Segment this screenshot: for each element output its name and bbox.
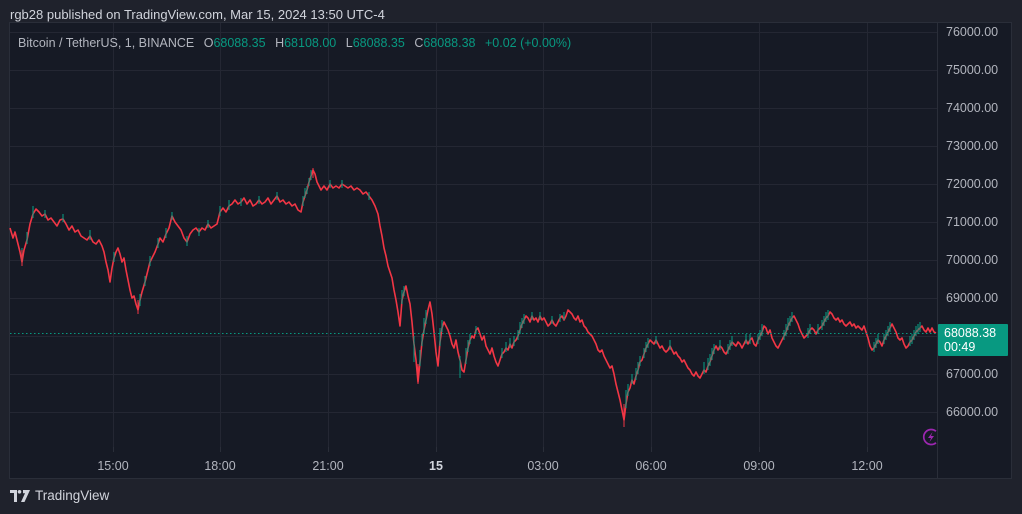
chart-pane[interactable]	[9, 22, 1012, 479]
price-tick: 67000.00	[946, 367, 999, 381]
time-tick: 09:00	[743, 459, 775, 473]
candles-down	[9, 169, 937, 421]
price-tick: 66000.00	[946, 405, 999, 419]
tradingview-logo[interactable]: TradingView	[10, 488, 109, 503]
symbol-legend: Bitcoin / TetherUS, 1, BINANCE O68088.35…	[18, 36, 571, 50]
last-price-tag: 68088.38 00:49	[938, 324, 1008, 356]
lightning-bolt-icon[interactable]	[921, 427, 941, 447]
price-tick: 69000.00	[946, 291, 999, 305]
high-label: H	[275, 36, 285, 50]
price-tick: 74000.00	[946, 101, 999, 115]
wick-extremes	[21, 168, 625, 427]
open-value: 68088.35	[213, 36, 266, 50]
vertical-grid	[113, 23, 868, 452]
bar-countdown: 00:49	[944, 340, 976, 354]
close-value: 68088.38	[423, 36, 476, 50]
price-tick: 75000.00	[946, 63, 999, 77]
symbol-name: Bitcoin / TetherUS, 1, BINANCE	[18, 36, 195, 50]
time-tick: 03:00	[527, 459, 559, 473]
close-label: C	[414, 36, 424, 50]
price-tick: 76000.00	[946, 25, 999, 39]
open-label: O	[203, 36, 214, 50]
time-tick: 06:00	[635, 459, 667, 473]
publish-info: rgb28 published on TradingView.com, Mar …	[10, 7, 385, 22]
time-tick: 15:00	[97, 459, 129, 473]
high-value: 68108.00	[284, 36, 337, 50]
price-tick: 73000.00	[946, 139, 999, 153]
horizontal-grid	[10, 32, 937, 413]
time-tick: 21:00	[312, 459, 344, 473]
price-tick: 71000.00	[946, 215, 999, 229]
candles-up	[21, 170, 921, 408]
change-value: +0.02 (+0.00%)	[484, 36, 572, 50]
low-label: L	[345, 36, 353, 50]
last-price-value: 68088.38	[944, 326, 997, 340]
low-value: 68088.35	[352, 36, 405, 50]
time-tick: 18:00	[204, 459, 236, 473]
time-tick: 12:00	[851, 459, 883, 473]
tradingview-logo-icon	[10, 489, 30, 502]
brand-name: TradingView	[35, 488, 110, 503]
price-tick: 70000.00	[946, 253, 999, 267]
time-tick-day: 15	[429, 459, 443, 473]
price-tick: 72000.00	[946, 177, 999, 191]
